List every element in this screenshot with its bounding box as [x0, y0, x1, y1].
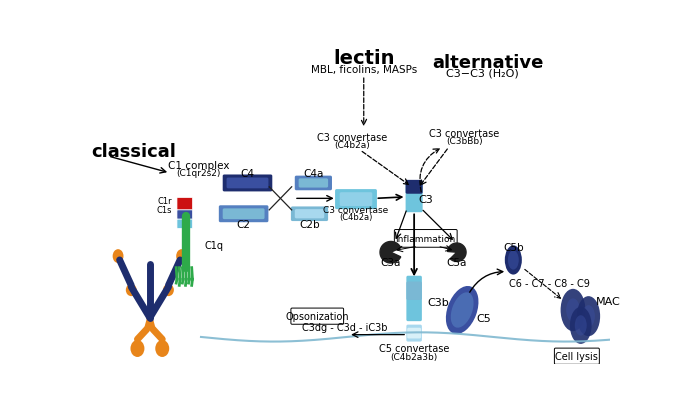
Text: Opsonization: Opsonization — [285, 311, 349, 321]
Text: MBL, ficolins, MASPs: MBL, ficolins, MASPs — [311, 65, 417, 75]
Ellipse shape — [582, 306, 595, 327]
FancyBboxPatch shape — [291, 207, 328, 222]
Text: MAC: MAC — [596, 296, 621, 306]
Ellipse shape — [508, 251, 519, 270]
FancyBboxPatch shape — [298, 179, 328, 188]
Ellipse shape — [176, 249, 187, 263]
FancyBboxPatch shape — [177, 198, 193, 210]
FancyBboxPatch shape — [177, 210, 193, 220]
FancyBboxPatch shape — [295, 176, 332, 191]
FancyBboxPatch shape — [406, 325, 422, 342]
Polygon shape — [447, 243, 466, 262]
Ellipse shape — [155, 340, 170, 357]
Ellipse shape — [570, 307, 592, 344]
FancyBboxPatch shape — [555, 348, 599, 364]
Text: (C4b2a): (C4b2a) — [339, 213, 373, 222]
Text: C3 convertase: C3 convertase — [317, 133, 387, 142]
Ellipse shape — [163, 284, 174, 297]
Ellipse shape — [505, 246, 522, 275]
FancyBboxPatch shape — [295, 210, 324, 219]
Text: Cell lysis: Cell lysis — [555, 351, 598, 361]
Text: alternative: alternative — [432, 54, 544, 72]
Text: C6 - C7 - C8 - C9: C6 - C7 - C8 - C9 — [509, 279, 590, 288]
Text: C2: C2 — [237, 219, 251, 229]
Text: C1r: C1r — [158, 197, 172, 206]
Ellipse shape — [126, 284, 137, 297]
Text: C3 convertase: C3 convertase — [323, 206, 388, 215]
Text: C5a: C5a — [447, 258, 467, 267]
Text: C3a: C3a — [380, 258, 401, 267]
FancyBboxPatch shape — [340, 193, 372, 207]
Text: Inflammation: Inflammation — [396, 234, 456, 243]
Text: classical: classical — [91, 142, 176, 160]
FancyBboxPatch shape — [335, 190, 377, 210]
FancyBboxPatch shape — [222, 175, 273, 192]
Text: C1q: C1q — [205, 240, 224, 250]
FancyBboxPatch shape — [219, 206, 268, 222]
Text: C3b: C3b — [427, 298, 449, 308]
Text: (C1qr2s2): (C1qr2s2) — [176, 169, 221, 178]
Ellipse shape — [577, 297, 600, 336]
Ellipse shape — [130, 340, 144, 357]
FancyBboxPatch shape — [405, 180, 422, 194]
Text: (C4b2a3b): (C4b2a3b) — [391, 352, 438, 361]
Text: C3dg - C3d - iC3b: C3dg - C3d - iC3b — [302, 322, 387, 332]
Ellipse shape — [566, 299, 580, 322]
Text: C4: C4 — [241, 169, 254, 178]
Text: lectin: lectin — [333, 49, 395, 68]
Text: (C4b2a): (C4b2a) — [334, 141, 370, 150]
FancyBboxPatch shape — [395, 230, 457, 247]
FancyBboxPatch shape — [177, 220, 193, 229]
Text: C5b: C5b — [503, 242, 523, 252]
FancyBboxPatch shape — [406, 282, 422, 300]
Ellipse shape — [575, 315, 586, 336]
Text: C5: C5 — [476, 313, 491, 323]
Text: (C3bBb): (C3bBb) — [446, 137, 483, 146]
Text: C3: C3 — [418, 195, 433, 204]
Text: C5 convertase: C5 convertase — [379, 344, 450, 354]
FancyBboxPatch shape — [222, 209, 264, 220]
FancyBboxPatch shape — [405, 182, 422, 213]
Text: C3−C3 (H₂O): C3−C3 (H₂O) — [446, 69, 519, 79]
Text: C1 complex: C1 complex — [168, 161, 229, 171]
Text: C3 convertase: C3 convertase — [429, 128, 500, 139]
Ellipse shape — [113, 249, 123, 263]
FancyBboxPatch shape — [407, 328, 421, 339]
Ellipse shape — [446, 286, 479, 334]
Text: C2b: C2b — [299, 219, 320, 229]
FancyBboxPatch shape — [226, 178, 268, 189]
Text: C4a: C4a — [303, 169, 323, 178]
Ellipse shape — [561, 289, 585, 331]
Text: C1s: C1s — [157, 206, 172, 215]
Ellipse shape — [451, 292, 473, 328]
FancyBboxPatch shape — [291, 308, 344, 324]
FancyBboxPatch shape — [406, 276, 422, 321]
Polygon shape — [380, 242, 401, 263]
